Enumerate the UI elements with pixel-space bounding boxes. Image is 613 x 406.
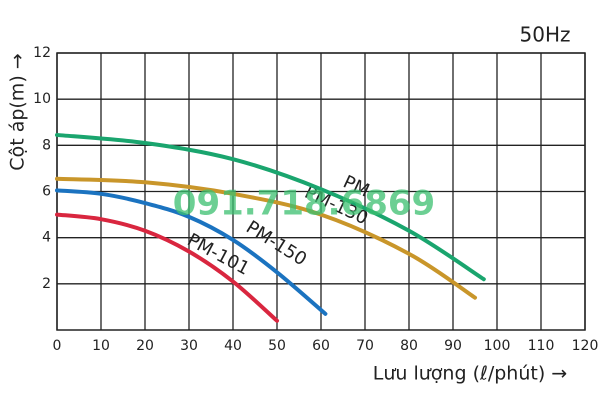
y-tick-label: 8 [42, 137, 51, 153]
series-line [55, 176, 477, 300]
y-tick-label: 2 [42, 276, 51, 292]
x-tick-label: 20 [136, 338, 154, 354]
x-tick-label: 90 [444, 338, 462, 354]
x-tick-label: 30 [180, 338, 198, 354]
series-line [55, 212, 279, 323]
x-tick-label: 0 [53, 338, 62, 354]
x-tick-label: 60 [312, 338, 330, 354]
x-tick-label: 110 [528, 338, 555, 354]
x-tick-label: 50 [268, 338, 286, 354]
x-tick-label: 10 [92, 338, 110, 354]
watermark: 091.718.6869 [173, 184, 435, 224]
y-tick-label: 4 [42, 230, 51, 246]
chart-title: 50Hz [520, 23, 571, 47]
series-label: PM-150 [242, 217, 310, 270]
x-tick-label: 40 [224, 338, 242, 354]
x-tick-label: 80 [400, 338, 418, 354]
y-axis-label: Cột áp(m) → [7, 53, 29, 170]
x-tick-label: 120 [572, 338, 599, 354]
x-tick-label: 70 [356, 338, 374, 354]
series-line [55, 132, 486, 282]
y-tick-label: 6 [42, 184, 51, 200]
x-axis-label: Lưu lượng (ℓ/phút) → [373, 363, 567, 385]
x-tick-label: 100 [484, 338, 511, 354]
series-line [55, 188, 328, 316]
y-tick-label: 10 [33, 91, 51, 107]
y-tick-label: 12 [33, 45, 51, 61]
